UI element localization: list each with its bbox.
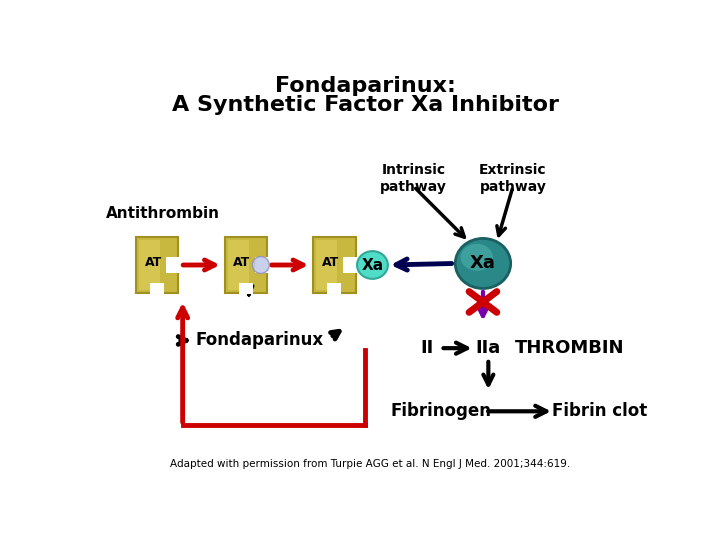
Bar xyxy=(313,237,356,293)
Text: II: II xyxy=(420,339,433,357)
Text: Adapted with permission from Turpie AGG et al. N Engl J Med. 2001;344:619.: Adapted with permission from Turpie AGG … xyxy=(171,458,571,469)
Text: Extrinsic
pathway: Extrinsic pathway xyxy=(480,164,546,193)
Ellipse shape xyxy=(357,251,388,279)
Bar xyxy=(139,240,161,289)
Bar xyxy=(166,257,180,273)
Ellipse shape xyxy=(252,256,269,273)
Text: IIa: IIa xyxy=(476,339,501,357)
Bar xyxy=(316,240,338,289)
Text: Antithrombin: Antithrombin xyxy=(107,206,220,221)
Text: AT: AT xyxy=(233,256,251,269)
Text: Fibrin clot: Fibrin clot xyxy=(552,402,647,420)
Bar xyxy=(343,257,357,273)
Text: Xa: Xa xyxy=(361,258,384,273)
Ellipse shape xyxy=(455,239,510,288)
Bar xyxy=(239,284,253,294)
Bar xyxy=(150,284,164,294)
Bar xyxy=(328,284,341,294)
Text: AT: AT xyxy=(322,256,339,269)
Text: AT: AT xyxy=(145,256,162,269)
Bar xyxy=(228,240,249,289)
Bar xyxy=(255,257,269,273)
Text: Xa: Xa xyxy=(470,254,496,273)
Text: Fibrinogen: Fibrinogen xyxy=(390,402,491,420)
Text: Intrinsic
pathway: Intrinsic pathway xyxy=(380,164,447,193)
Bar xyxy=(225,237,267,293)
Bar xyxy=(136,237,179,293)
Text: THROMBIN: THROMBIN xyxy=(515,339,624,357)
Ellipse shape xyxy=(461,244,493,271)
Text: Fondaparinux: Fondaparinux xyxy=(196,332,324,349)
Text: Fondaparinux:: Fondaparinux: xyxy=(275,76,456,96)
Text: A Synthetic Factor Xa Inhibitor: A Synthetic Factor Xa Inhibitor xyxy=(171,95,559,115)
